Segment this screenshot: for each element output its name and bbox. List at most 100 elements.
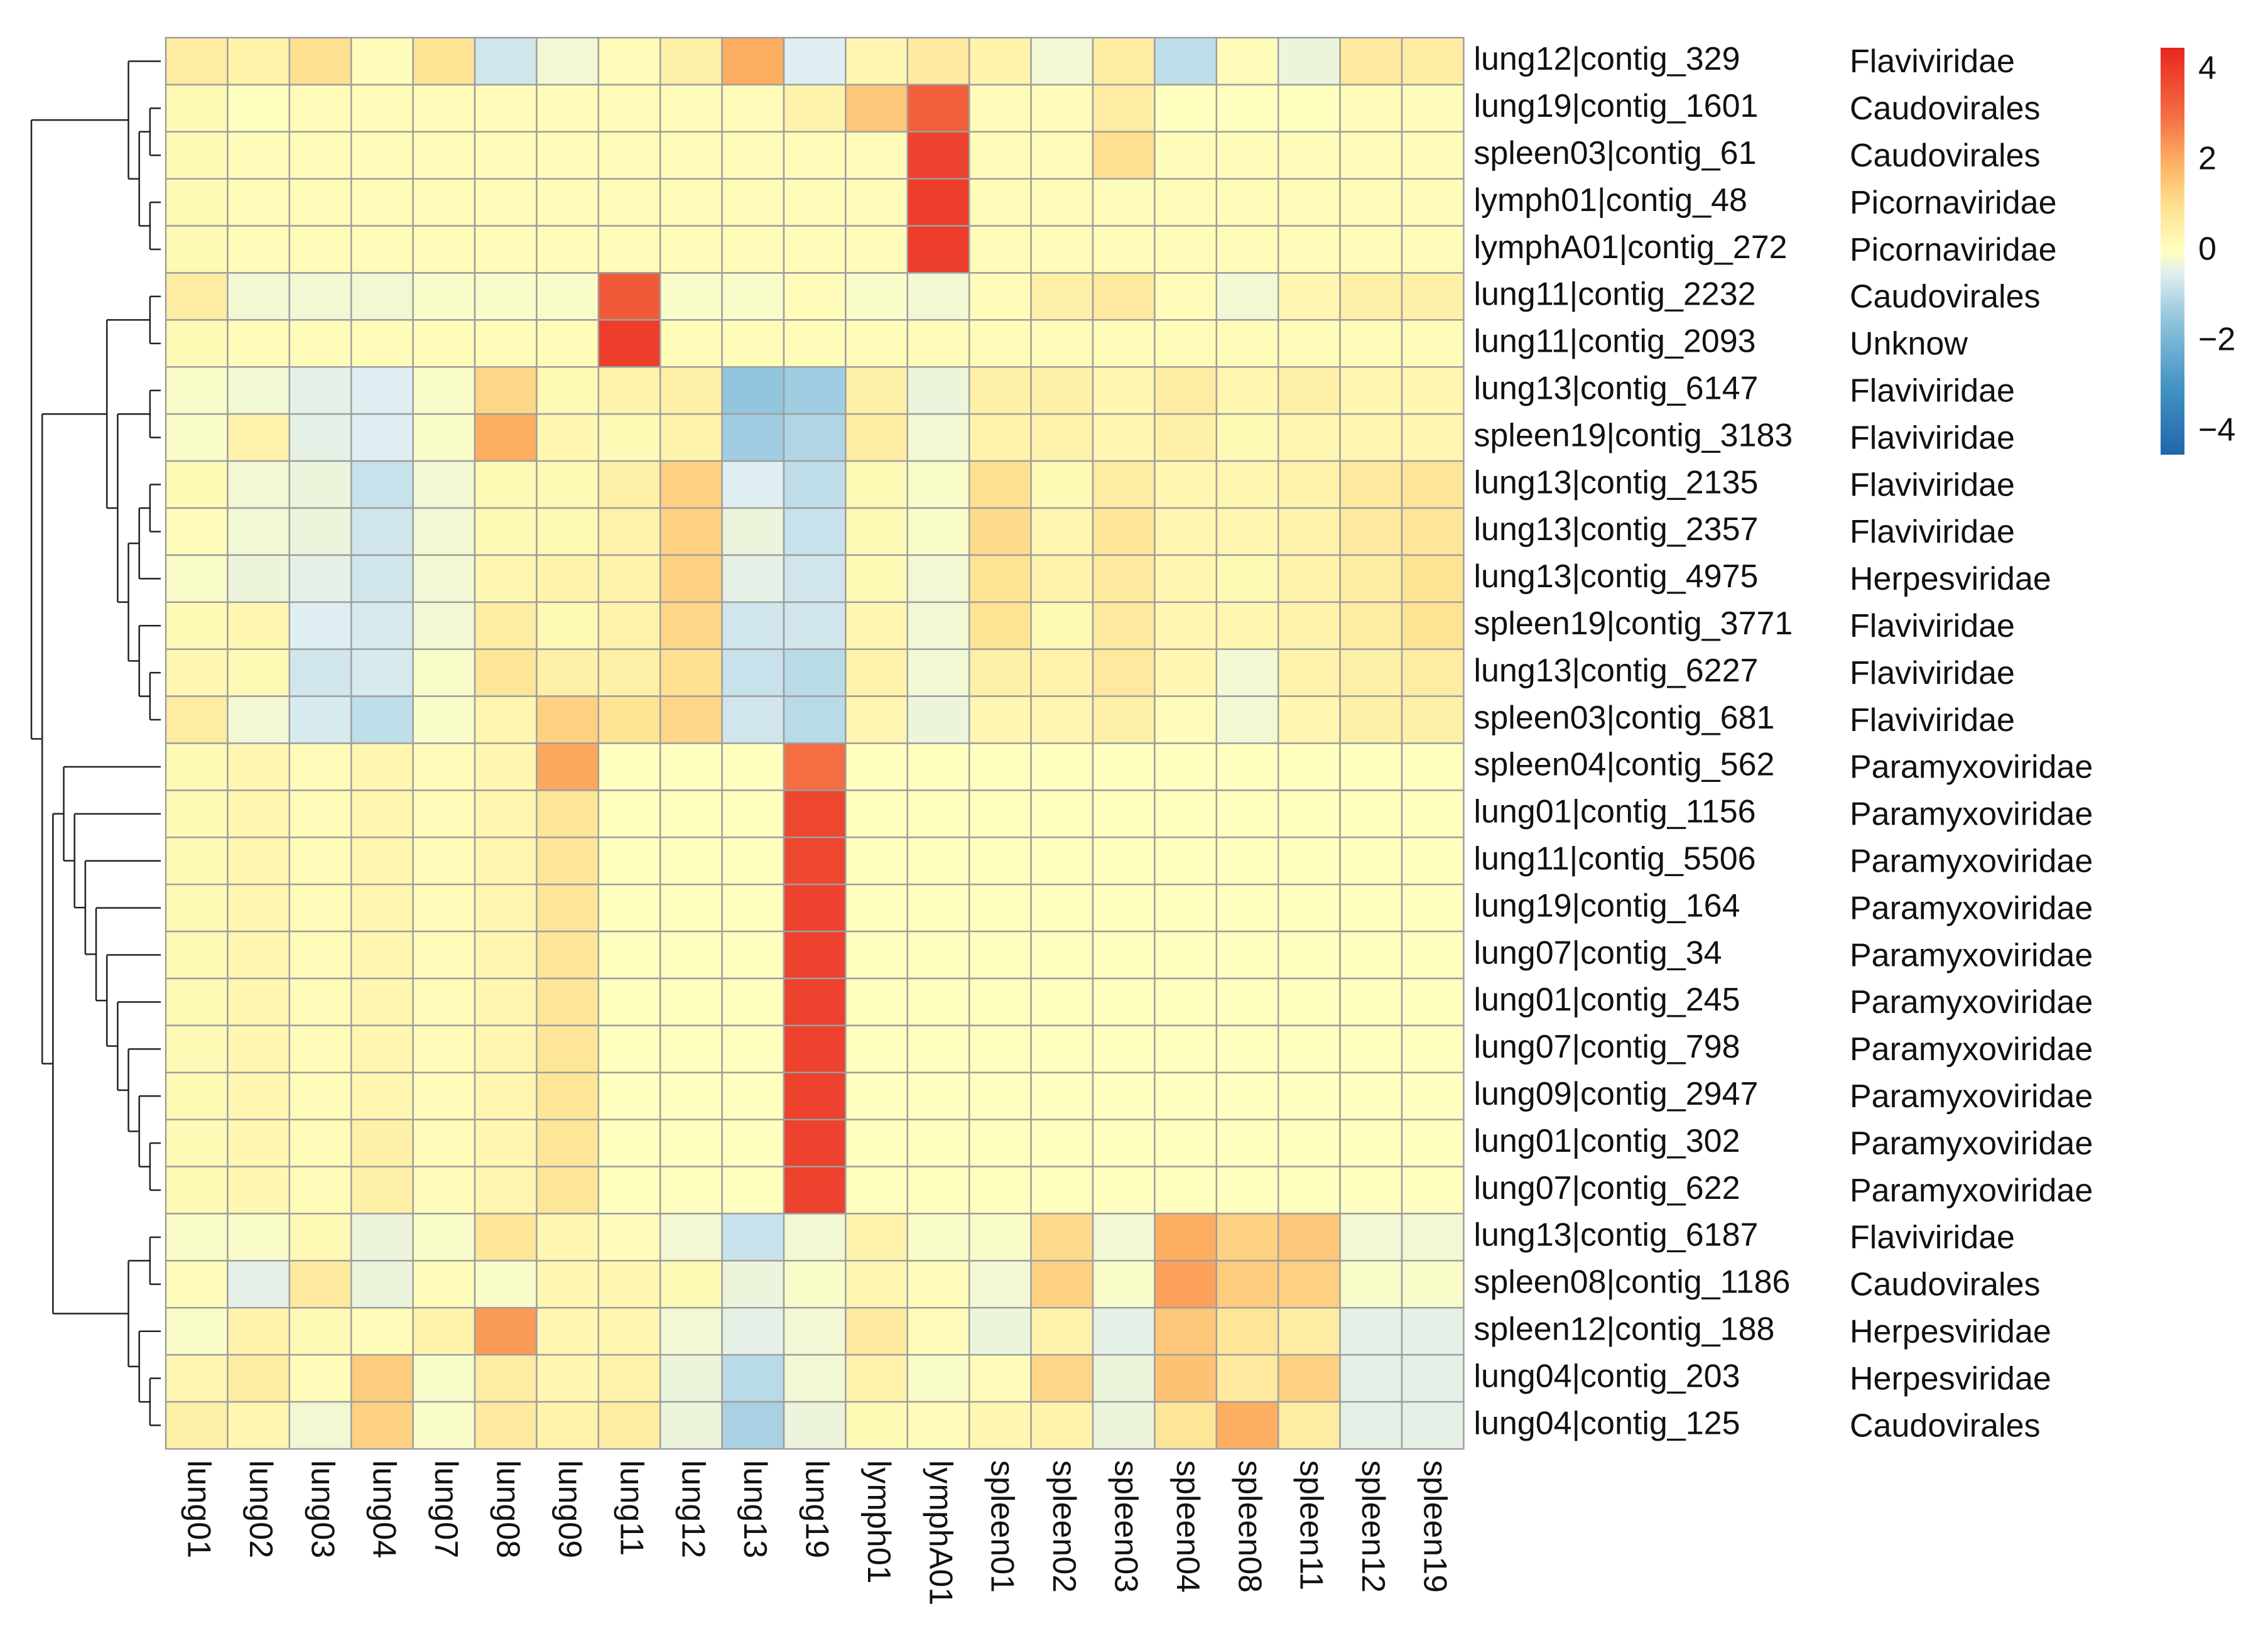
heatmap-cell: [412, 977, 476, 1027]
heatmap-cell: [783, 648, 847, 697]
heatmap-cell: [845, 84, 909, 133]
heatmap-cell: [659, 178, 723, 227]
heatmap-cell: [659, 413, 723, 462]
heatmap-cell: [1154, 225, 1218, 274]
heatmap-cell: [597, 36, 661, 86]
heatmap-cell: [845, 460, 909, 509]
heatmap-cell: [288, 1307, 352, 1356]
heatmap-cell: [1401, 319, 1465, 368]
heatmap-cell: [1092, 1307, 1156, 1356]
heatmap-cell: [474, 1307, 538, 1356]
heatmap-cell: [474, 507, 538, 556]
heatmap-cell: [906, 366, 970, 415]
family-label: Paramyxoviridae: [1850, 796, 2093, 833]
heatmap-cell: [597, 648, 661, 697]
heatmap-cell: [1215, 366, 1279, 415]
row-label: lung13|contig_2135: [1473, 464, 1758, 501]
heatmap-cell: [845, 695, 909, 744]
heatmap-cell: [597, 319, 661, 368]
row-dendrogram: [30, 60, 161, 1426]
column-label: lung03: [304, 1460, 340, 1558]
heatmap-cell: [412, 1401, 476, 1450]
heatmap-cell: [783, 1024, 847, 1074]
heatmap-cell: [536, 1353, 600, 1403]
heatmap-cell: [597, 1307, 661, 1356]
heatmap-cell: [721, 84, 785, 133]
heatmap-cell: [165, 695, 229, 744]
heatmap-cell: [659, 225, 723, 274]
row-label: lung13|contig_6187: [1473, 1217, 1758, 1254]
heatmap-cell: [536, 930, 600, 980]
row-label: lung07|contig_34: [1473, 935, 1722, 971]
heatmap-cell: [845, 977, 909, 1027]
heatmap-cell: [1401, 789, 1465, 838]
heatmap-cell: [659, 272, 723, 321]
row-label: lung13|contig_6147: [1473, 370, 1758, 406]
heatmap-cell: [597, 601, 661, 650]
heatmap-cell: [350, 84, 414, 133]
heatmap-cell: [1277, 413, 1341, 462]
heatmap-cell: [1092, 178, 1156, 227]
heatmap-cell: [350, 1260, 414, 1309]
heatmap-cell: [659, 977, 723, 1027]
heatmap-cell: [1215, 837, 1279, 886]
heatmap-cell: [1215, 1024, 1279, 1074]
heatmap-cell: [845, 837, 909, 886]
heatmap-cell: [597, 1166, 661, 1215]
heatmap-cell: [227, 1401, 291, 1450]
family-label: Unknow: [1850, 326, 1968, 362]
heatmap-cell: [1401, 413, 1465, 462]
row-label: lung01|contig_1156: [1473, 794, 1755, 830]
heatmap-cell: [783, 554, 847, 604]
heatmap-cell: [412, 460, 476, 509]
heatmap-cell: [412, 272, 476, 321]
heatmap-cell: [906, 1353, 970, 1403]
heatmap-cell: [721, 178, 785, 227]
heatmap-cell: [906, 178, 970, 227]
heatmap-cell: [597, 1024, 661, 1074]
heatmap-cell: [227, 36, 291, 86]
heatmap-cell: [1092, 883, 1156, 933]
column-label: lung04: [366, 1460, 403, 1558]
heatmap-cell: [227, 837, 291, 886]
heatmap-cell: [288, 930, 352, 980]
heatmap-cell: [968, 742, 1032, 791]
heatmap-cell: [1339, 319, 1403, 368]
heatmap-cell: [350, 977, 414, 1027]
heatmap-cell: [1154, 36, 1218, 86]
heatmap-cell: [1215, 1260, 1279, 1309]
heatmap-cell: [412, 1307, 476, 1356]
heatmap-cell: [1092, 742, 1156, 791]
heatmap-cell: [1092, 930, 1156, 980]
heatmap-cell: [783, 1213, 847, 1262]
heatmap-cell: [1154, 883, 1218, 933]
heatmap-cell: [1277, 319, 1341, 368]
heatmap-cell: [474, 460, 538, 509]
heatmap-cell: [845, 1260, 909, 1309]
heatmap-cell: [1401, 554, 1465, 604]
heatmap-cell: [1339, 648, 1403, 697]
heatmap-cell: [1277, 1166, 1341, 1215]
heatmap-cell: [968, 413, 1032, 462]
heatmap-cell: [536, 1119, 600, 1168]
heatmap-cell: [1277, 554, 1341, 604]
heatmap-cell: [783, 413, 847, 462]
row-labels: lung12|contig_329 lung19|contig_1601splee…: [1473, 41, 1793, 1441]
heatmap-cell: [783, 460, 847, 509]
heatmap-cell: [1339, 460, 1403, 509]
heatmap-cell: [1277, 601, 1341, 650]
heatmap-cell: [845, 1166, 909, 1215]
heatmap-cell: [783, 319, 847, 368]
heatmap-cell: [906, 225, 970, 274]
heatmap-cell: [659, 1401, 723, 1450]
heatmap-cell: [1277, 507, 1341, 556]
heatmap-cell: [288, 507, 352, 556]
heatmap-cell: [1277, 36, 1341, 86]
heatmap-cell: [659, 648, 723, 697]
heatmap-cell: [597, 507, 661, 556]
heatmap-cell: [165, 930, 229, 980]
row-label: lung11|contig_2232: [1473, 276, 1755, 313]
row-label: lung01|contig_245: [1473, 982, 1740, 1018]
heatmap-cell: [1277, 1401, 1341, 1450]
family-label: Paramyxoviridae: [1850, 1173, 2093, 1209]
